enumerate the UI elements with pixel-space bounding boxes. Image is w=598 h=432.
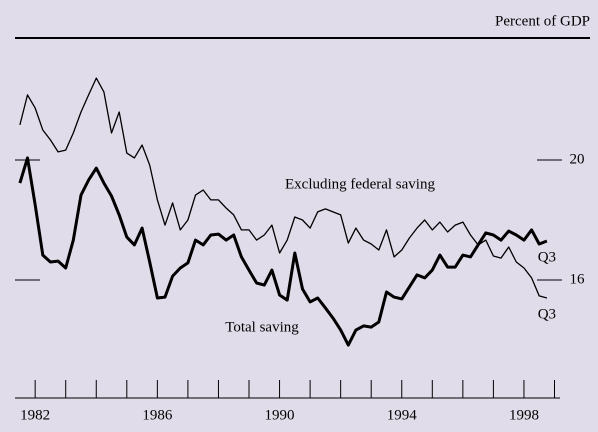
series-label: Excluding federal saving: [285, 176, 435, 192]
y-tick-label: 20: [570, 151, 585, 167]
x-tick-label: 1990: [265, 407, 295, 423]
y-tick-label: 16: [570, 271, 586, 287]
end-label: Q3: [538, 306, 556, 322]
x-tick-label: 1986: [142, 407, 173, 423]
x-tick-label: 1982: [20, 407, 50, 423]
series-label: Total saving: [225, 319, 299, 335]
x-tick-label: 1998: [509, 407, 539, 423]
series-line: [18, 156, 548, 347]
x-tick-label: 1994: [387, 407, 418, 423]
unit-label: Percent of GDP: [495, 13, 590, 29]
series-line: [19, 77, 548, 299]
end-label: Q3: [538, 249, 556, 265]
